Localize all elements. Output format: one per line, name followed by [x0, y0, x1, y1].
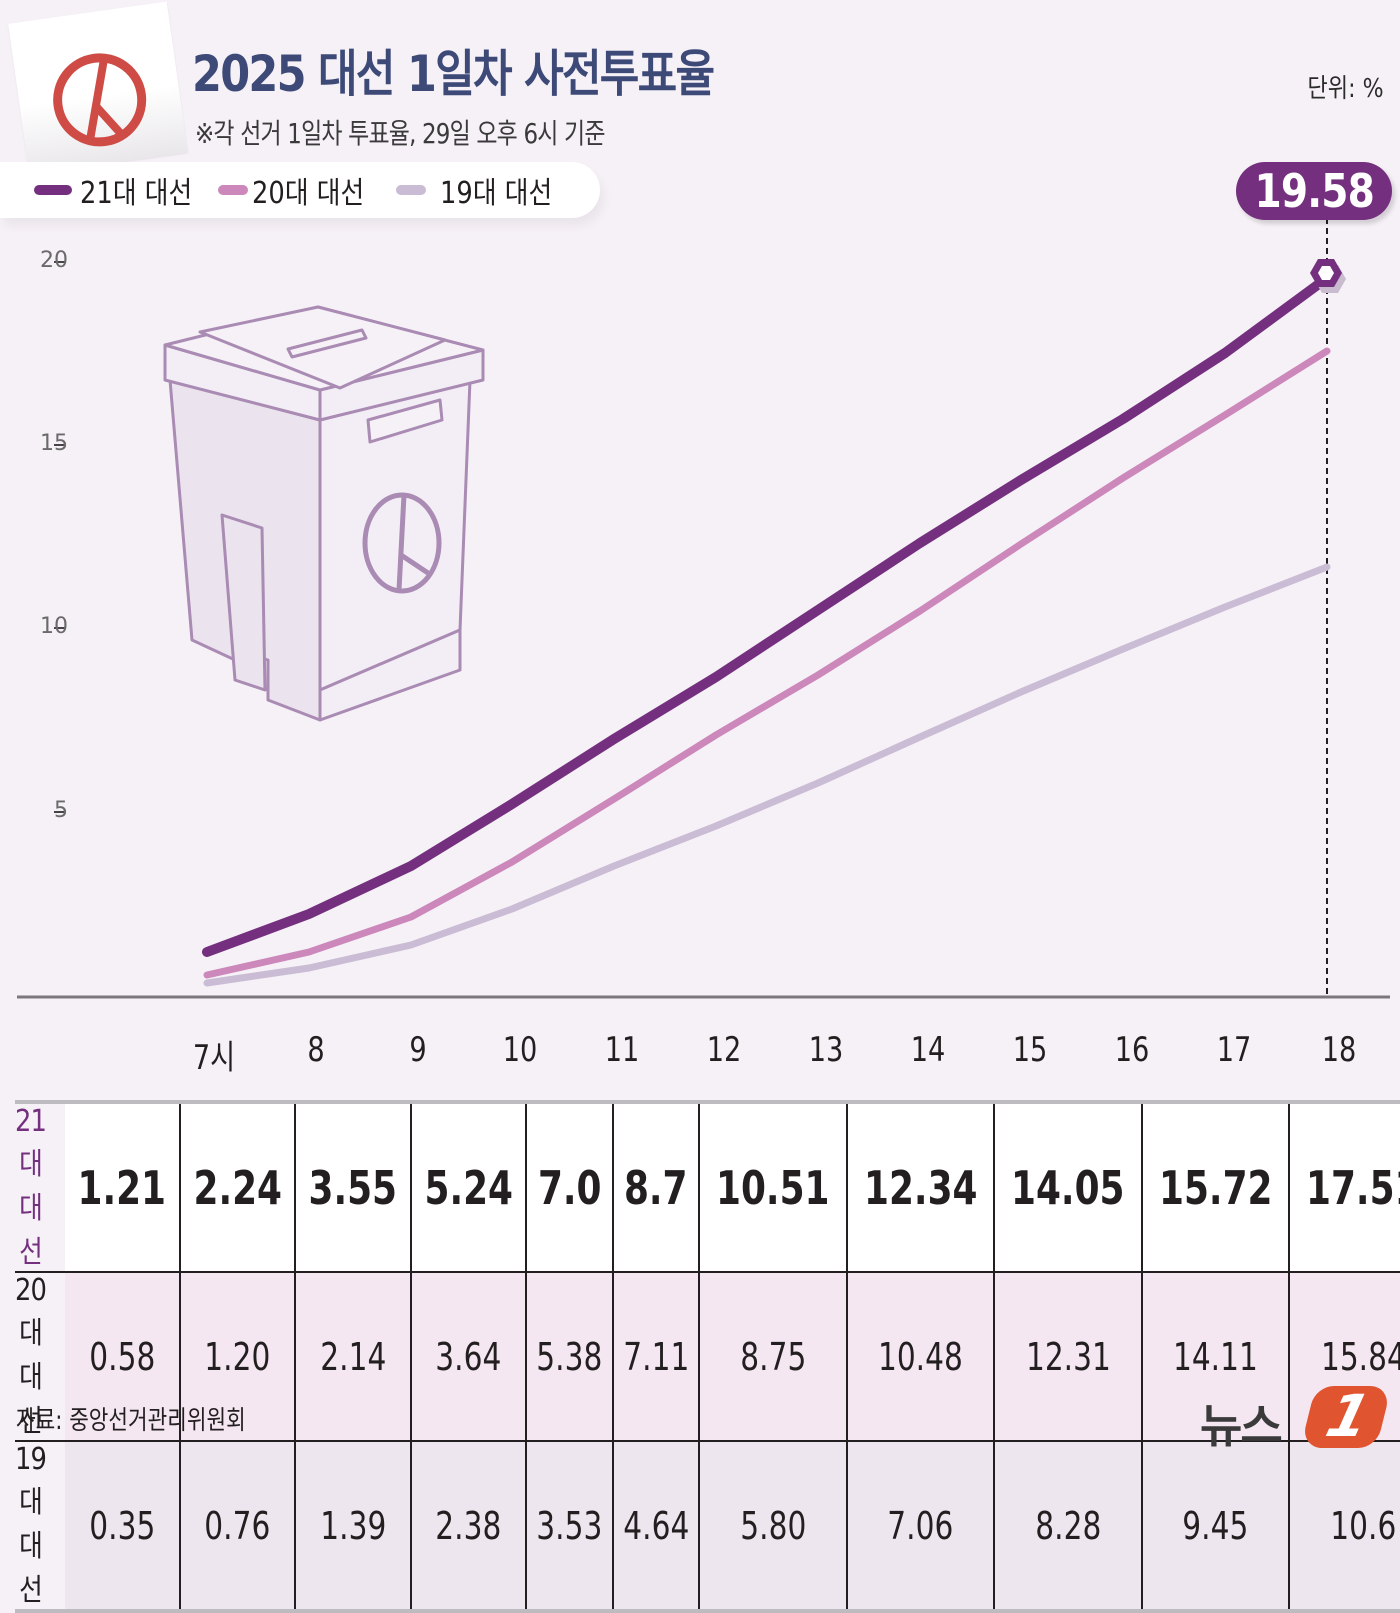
- y-tick-label: 10: [40, 614, 68, 639]
- x-tick-label: 12: [706, 1030, 742, 1070]
- table-cell: 15.72: [1140, 1102, 1290, 1272]
- table-cell: 14.05: [993, 1102, 1142, 1272]
- series-line-21: [202, 273, 1332, 957]
- data-table: 21대 대선 1.21 2.24 3.55 5.24 7.0 8.7 10.51…: [15, 1100, 1400, 1613]
- table-cell: 0.35: [65, 1440, 180, 1611]
- series-line-19: [203, 563, 1331, 987]
- table-cell: 5.24: [409, 1102, 527, 1272]
- table-cell: 10.6: [1288, 1440, 1400, 1611]
- table-cell: 2.38: [409, 1440, 527, 1611]
- endpoint-hexagon-marker: [1310, 259, 1346, 293]
- legend-swatch-19: [396, 185, 426, 195]
- vote-stamp-icon: [53, 53, 147, 147]
- table-cell: 7.0: [525, 1102, 613, 1272]
- callout-value: 19.58: [1254, 164, 1374, 218]
- table-cell: 8.28: [993, 1440, 1142, 1611]
- y-tick-label: 20: [40, 248, 68, 273]
- table-row-19: 19대 대선 0.35 0.76 1.39 2.38 3.53 4.64 5.8…: [15, 1440, 1400, 1611]
- table-row-20: 20대 대선 0.58 1.20 2.14 3.64 5.38 7.11 8.7…: [15, 1271, 1400, 1441]
- x-tick-label: 17: [1216, 1030, 1252, 1070]
- series-line-20: [203, 347, 1331, 979]
- legend-item-20: 20대 대선: [218, 170, 383, 211]
- table-cell: 7.11: [611, 1271, 700, 1441]
- y-tick-label: 5: [54, 798, 68, 823]
- table-row-21: 21대 대선 1.21 2.24 3.55 5.24 7.0 8.7 10.51…: [15, 1102, 1400, 1272]
- table-cell: 12.34: [845, 1102, 995, 1272]
- table-cell: 17.51: [1288, 1102, 1400, 1272]
- table-cell: 0.58: [65, 1271, 180, 1441]
- chart-subtitle: ※각 선거 1일차 투표율, 29일 오후 6시 기준: [195, 117, 605, 150]
- table-cell: 14.11: [1140, 1271, 1290, 1441]
- y-axis-ticks: [54, 261, 66, 813]
- table-cell: 1.21: [65, 1102, 180, 1272]
- legend-swatch-20: [218, 185, 248, 195]
- ballot-box-illustration: [163, 305, 485, 722]
- table-cell: 3.55: [294, 1102, 411, 1272]
- row-label: 19대 대선: [15, 1440, 66, 1611]
- source-note: 자료: 중앙선거관리위원회: [16, 1406, 246, 1436]
- x-tick-label: 9: [409, 1030, 427, 1070]
- legend: 21대 대선 20대 대선 19대 대선: [0, 162, 600, 218]
- x-tick-label: 10: [502, 1030, 538, 1070]
- latest-value-callout: 19.58: [1236, 162, 1392, 220]
- table-cell: 12.31: [993, 1271, 1142, 1441]
- row-label: 20대 대선: [15, 1271, 66, 1441]
- x-tick-label: 18: [1321, 1030, 1357, 1070]
- legend-item-19: 19대 대선: [396, 170, 571, 211]
- logo-text: 뉴스: [1200, 1399, 1283, 1453]
- legend-label: 20대 대선: [252, 176, 365, 211]
- logo-badge-icon: 1: [1300, 1382, 1392, 1450]
- x-tick-label: 8: [307, 1030, 325, 1070]
- x-tick-label: 13: [808, 1030, 844, 1070]
- chart-title: 2025 대선 1일차 사전투표율: [192, 45, 715, 103]
- table-cell: 7.06: [845, 1440, 995, 1611]
- table-cell: 10.51: [698, 1102, 847, 1272]
- table-cell: 5.38: [525, 1271, 613, 1441]
- legend-label: 21대 대선: [80, 176, 193, 211]
- unit-label: 단위: %: [1307, 74, 1384, 104]
- table-cell: 5.80: [698, 1440, 847, 1611]
- table-cell: 8.7: [611, 1102, 700, 1272]
- legend-swatch-21: [34, 185, 72, 195]
- x-tick-label: 14: [910, 1030, 946, 1070]
- legend-label: 19대 대선: [440, 176, 553, 211]
- table-cell: 1.20: [178, 1271, 296, 1441]
- news1-logo: 뉴스 1: [1196, 1382, 1392, 1453]
- table-cell: 4.64: [611, 1440, 700, 1611]
- line-chart: [17, 218, 1390, 999]
- x-tick-label: 16: [1114, 1030, 1150, 1070]
- y-tick-label: 15: [40, 431, 68, 456]
- x-tick-label: 11: [604, 1030, 640, 1070]
- x-tick-label: 15: [1012, 1030, 1048, 1070]
- x-tick-label: 7시: [192, 1038, 236, 1078]
- table-cell: 1.39: [294, 1440, 411, 1611]
- table-cell: 2.24: [178, 1102, 296, 1272]
- table-cell: 8.75: [698, 1271, 847, 1441]
- legend-item-21: 21대 대선: [34, 170, 211, 211]
- table-cell: 10.48: [845, 1271, 995, 1441]
- table-cell: 0.76: [178, 1440, 296, 1611]
- row-label: 21대 대선: [15, 1104, 47, 1270]
- logo-badge-number: 1: [1319, 1382, 1378, 1450]
- table-cell: 3.64: [409, 1271, 527, 1441]
- table-cell: 9.45: [1140, 1440, 1290, 1611]
- table-cell: 2.14: [294, 1271, 411, 1441]
- ballot-paper-icon: [8, 1, 188, 175]
- table-cell: 3.53: [525, 1440, 613, 1611]
